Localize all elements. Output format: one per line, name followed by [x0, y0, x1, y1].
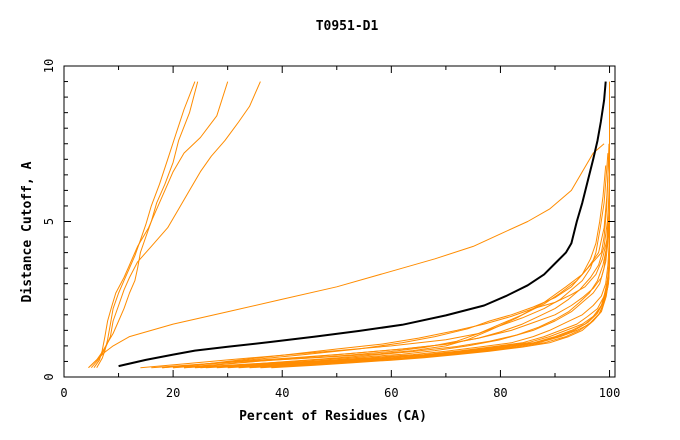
x-tick-label: 80 [493, 386, 507, 400]
series-line-10 [205, 81, 610, 369]
series-line-9 [194, 112, 610, 369]
series-line-6 [162, 143, 610, 369]
axis-ticks: 0 20 40 60 80 100 0 5 10 [42, 59, 620, 400]
series-line-2 [93, 81, 229, 368]
series-line-3 [90, 81, 261, 369]
series-line-highlight [118, 81, 607, 368]
series-group [88, 81, 610, 369]
x-tick-label: 0 [60, 386, 67, 400]
y-axis-label: Distance Cutoff, A [20, 161, 35, 302]
series-line-21 [200, 190, 610, 369]
series-line-16 [271, 190, 610, 369]
x-axis-label: Percent of Residues (CA) [239, 409, 427, 424]
chart-title: T0951-D1 [316, 19, 379, 34]
series-line-1 [96, 81, 196, 368]
series-line-19 [173, 215, 610, 369]
series-line-20 [183, 190, 610, 369]
y-tick-label: 10 [42, 59, 56, 73]
x-tick-label: 20 [166, 386, 180, 400]
x-tick-label: 60 [384, 386, 398, 400]
series-line-5 [88, 143, 605, 369]
series-line-17 [140, 153, 609, 369]
series-line-7 [173, 143, 610, 369]
x-tick-label: 40 [275, 386, 289, 400]
series-line-22 [162, 165, 607, 369]
x-tick-label: 100 [599, 386, 621, 400]
series-line-4 [88, 81, 199, 369]
y-tick-label: 0 [42, 373, 56, 380]
series-line-18 [151, 159, 610, 369]
y-tick-label: 5 [42, 218, 56, 225]
